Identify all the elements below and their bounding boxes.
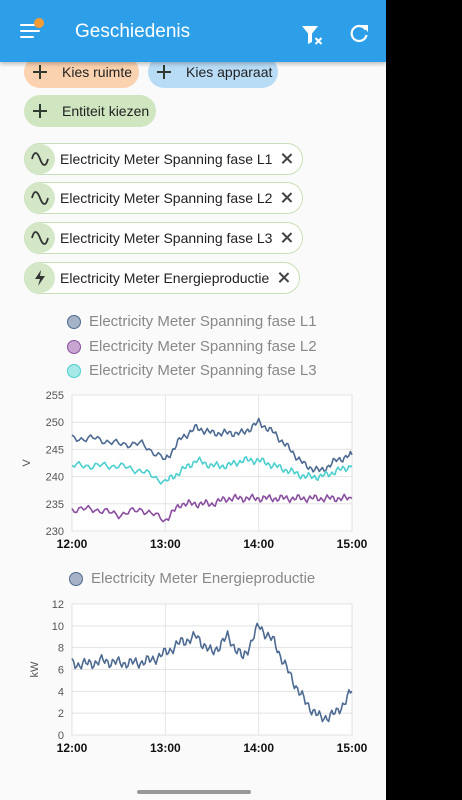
screen-edge <box>386 0 462 800</box>
entity-chip-l3[interactable]: Electricity Meter Spanning fase L3 <box>24 222 304 254</box>
y-tick-label: 2 <box>58 708 64 720</box>
entity-chip-l2[interactable]: Electricity Meter Spanning fase L2 <box>24 182 304 214</box>
legend-label: Electricity Meter Spanning fase L1 <box>89 313 317 330</box>
refresh-button[interactable] <box>347 22 371 46</box>
sine-wave-icon <box>25 223 55 253</box>
x-tick-label: 12:00 <box>57 741 88 755</box>
y-tick-label: 4 <box>58 686 64 698</box>
home-indicator[interactable] <box>137 790 251 794</box>
y-tick-label: 12 <box>52 599 64 611</box>
entity-chip-l1[interactable]: Electricity Meter Spanning fase L1 <box>24 143 304 175</box>
legend-item-l3[interactable]: Electricity Meter Spanning fase L3 <box>67 362 317 379</box>
filter-remove-icon <box>302 26 323 45</box>
plus-icon <box>32 103 48 119</box>
sine-wave-icon <box>25 144 55 174</box>
y-tick-label: 0 <box>58 730 64 742</box>
remove-entity-icon[interactable] <box>280 152 294 166</box>
legend-item-l1[interactable]: Electricity Meter Spanning fase L1 <box>67 313 317 330</box>
entity-chip-label: Electricity Meter Energieproductie <box>60 270 270 286</box>
energy-chart: 0 2 4 6 8 10 12 12:00 13:00 14:00 15:00 kW <box>29 599 368 755</box>
menu-icon-bar <box>20 30 40 32</box>
y-tick-label: 10 <box>52 621 64 633</box>
y-tick-label: 255 <box>46 390 64 402</box>
remove-entity-icon[interactable] <box>277 271 291 285</box>
entity-chip-label: Electricity Meter Spanning fase L3 <box>60 230 273 246</box>
series-line <box>71 622 353 723</box>
pick-device-label: Kies apparaat <box>186 64 273 80</box>
series-line <box>71 456 353 485</box>
remove-entity-icon[interactable] <box>280 191 294 205</box>
pick-entity-button[interactable]: Entiteit kiezen <box>24 95 156 127</box>
y-axis-label: V <box>21 459 33 467</box>
y-tick-label: 240 <box>46 472 64 484</box>
menu-button[interactable] <box>20 18 44 42</box>
y-tick-label: 250 <box>46 417 64 429</box>
pick-area-label: Kies ruimte <box>62 64 133 80</box>
page-title: Geschiedenis <box>75 21 191 42</box>
voltage-chart: 230 235 240 245 250 255 12:00 13:00 14:00 15:00 V <box>21 390 368 551</box>
legend-label: Electricity Meter Energieproductie <box>91 570 316 587</box>
entity-chip-label: Electricity Meter Spanning fase L2 <box>60 190 273 206</box>
pick-entity-label: Entiteit kiezen <box>62 103 150 119</box>
lightning-bolt-icon <box>25 263 55 293</box>
y-axis-label: kW <box>29 661 41 678</box>
y-tick-label: 230 <box>46 526 64 538</box>
legend-label: Electricity Meter Spanning fase L2 <box>89 338 317 355</box>
x-tick-label: 15:00 <box>337 537 368 551</box>
x-tick-label: 12:00 <box>57 537 88 551</box>
menu-icon-bar <box>20 36 34 38</box>
plus-icon <box>32 64 48 80</box>
legend-dot <box>67 339 81 354</box>
refresh-icon <box>350 24 368 43</box>
legend-dot <box>67 314 81 329</box>
legend-dot <box>67 363 81 378</box>
series-line <box>71 417 353 473</box>
x-tick-label: 14:00 <box>243 741 274 755</box>
clear-filter-button[interactable] <box>300 23 324 47</box>
legend-dot <box>69 571 83 586</box>
app-bar: Geschiedenis <box>0 0 386 62</box>
x-tick-label: 15:00 <box>337 741 368 755</box>
series-line <box>71 493 353 523</box>
y-tick-label: 245 <box>46 444 64 456</box>
app-screen: Geschiedenis Kies ruimte Kies apparaat E… <box>0 0 386 800</box>
legend-label: Electricity Meter Spanning fase L3 <box>89 362 317 379</box>
y-tick-label: 8 <box>58 643 64 655</box>
legend-item-l2[interactable]: Electricity Meter Spanning fase L2 <box>67 338 317 355</box>
x-tick-label: 13:00 <box>150 741 181 755</box>
entity-chip-energy[interactable]: Electricity Meter Energieproductie <box>24 262 301 294</box>
remove-entity-icon[interactable] <box>280 231 294 245</box>
entity-chip-label: Electricity Meter Spanning fase L1 <box>60 151 273 167</box>
sine-wave-icon <box>25 183 55 213</box>
notification-badge <box>34 18 44 28</box>
x-tick-label: 13:00 <box>150 537 181 551</box>
menu-icon <box>20 24 40 26</box>
legend-item-energy[interactable]: Electricity Meter Energieproductie <box>69 570 315 587</box>
y-tick-label: 6 <box>58 665 64 677</box>
plus-icon <box>156 64 172 80</box>
y-tick-label: 235 <box>46 499 64 511</box>
x-tick-label: 14:00 <box>243 537 274 551</box>
